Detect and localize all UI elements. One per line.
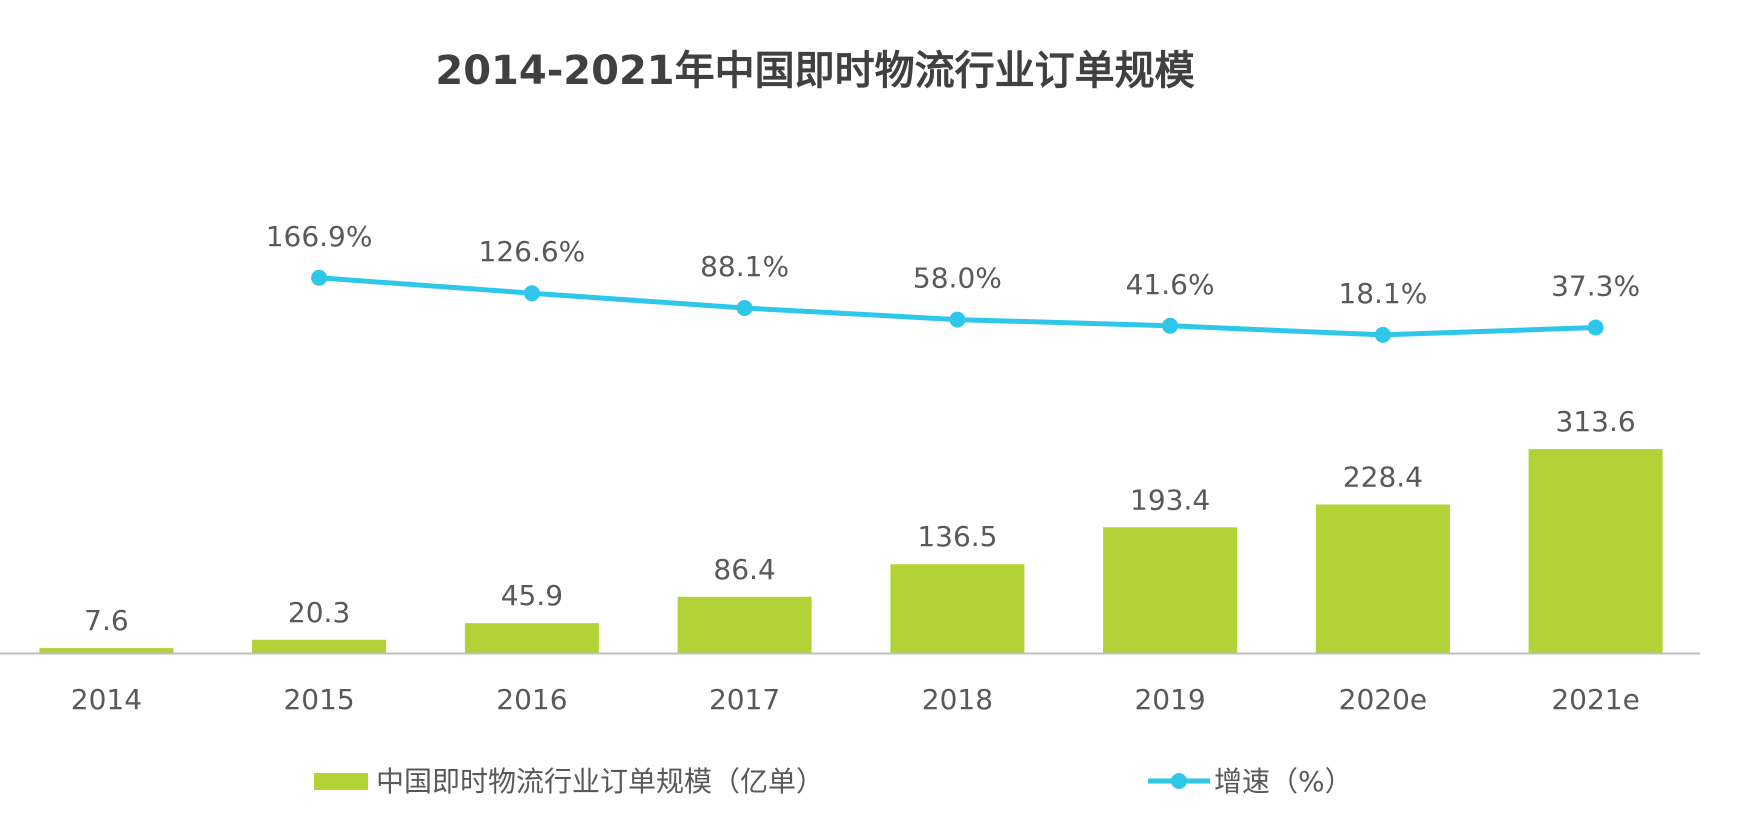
growth-point	[1587, 319, 1604, 336]
bar	[890, 564, 1025, 653]
x-tick-label: 2020e	[1339, 683, 1427, 716]
bar-value-label: 45.9	[501, 579, 563, 612]
growth-value-label: 126.6%	[479, 235, 586, 268]
plot-area: 7.6 20.3 45.9 86.4 136.5 193.4 228.4 313.6 2014 2…	[0, 220, 1700, 716]
growth-value-label: 41.6%	[1126, 268, 1215, 301]
bar	[677, 596, 812, 653]
bar-value-label: 228.4	[1343, 461, 1423, 494]
growth-point	[523, 285, 540, 302]
growth-value-label: 18.1%	[1338, 277, 1427, 310]
legend: 中国即时物流行业订单规模（亿单） 增速（%）	[314, 765, 1353, 798]
x-tick-label: 2018	[922, 683, 993, 716]
growth-point	[1162, 317, 1179, 334]
legend-line-marker	[1171, 773, 1187, 789]
bar-value-label: 136.5	[917, 520, 997, 553]
x-tick-label: 2015	[283, 683, 354, 716]
bar	[1103, 527, 1238, 653]
legend-bar-label: 中国即时物流行业订单规模（亿单）	[376, 765, 824, 798]
growth-value-label: 166.9%	[266, 220, 373, 253]
bar-value-label: 313.6	[1556, 405, 1636, 438]
x-tick-label: 2014	[71, 683, 142, 716]
growth-value-label: 58.0%	[913, 262, 1002, 295]
chart-title: 2014-2021年中国即时物流行业订单规模	[435, 48, 1194, 94]
legend-bar-swatch	[314, 773, 368, 790]
growth-point	[949, 311, 966, 328]
bar	[39, 648, 174, 653]
x-tick-label: 2019	[1134, 683, 1205, 716]
x-tick-label: 2016	[496, 683, 567, 716]
bar-value-label: 7.6	[84, 604, 129, 637]
bar	[252, 639, 387, 653]
bar	[1528, 449, 1663, 653]
bar-value-label: 193.4	[1130, 483, 1210, 516]
bar	[464, 623, 599, 653]
growth-value-label: 88.1%	[700, 250, 789, 283]
growth-point	[1374, 326, 1391, 343]
x-tick-label: 2021e	[1551, 683, 1639, 716]
growth-point	[311, 269, 328, 286]
growth-value-label: 37.3%	[1551, 270, 1640, 303]
bar	[1315, 504, 1450, 653]
bar-value-label: 86.4	[713, 553, 775, 586]
growth-point	[736, 300, 753, 316]
legend-line-label: 增速（%）	[1214, 765, 1353, 798]
x-tick-label: 2017	[709, 683, 780, 716]
bar-value-label: 20.3	[288, 596, 350, 629]
